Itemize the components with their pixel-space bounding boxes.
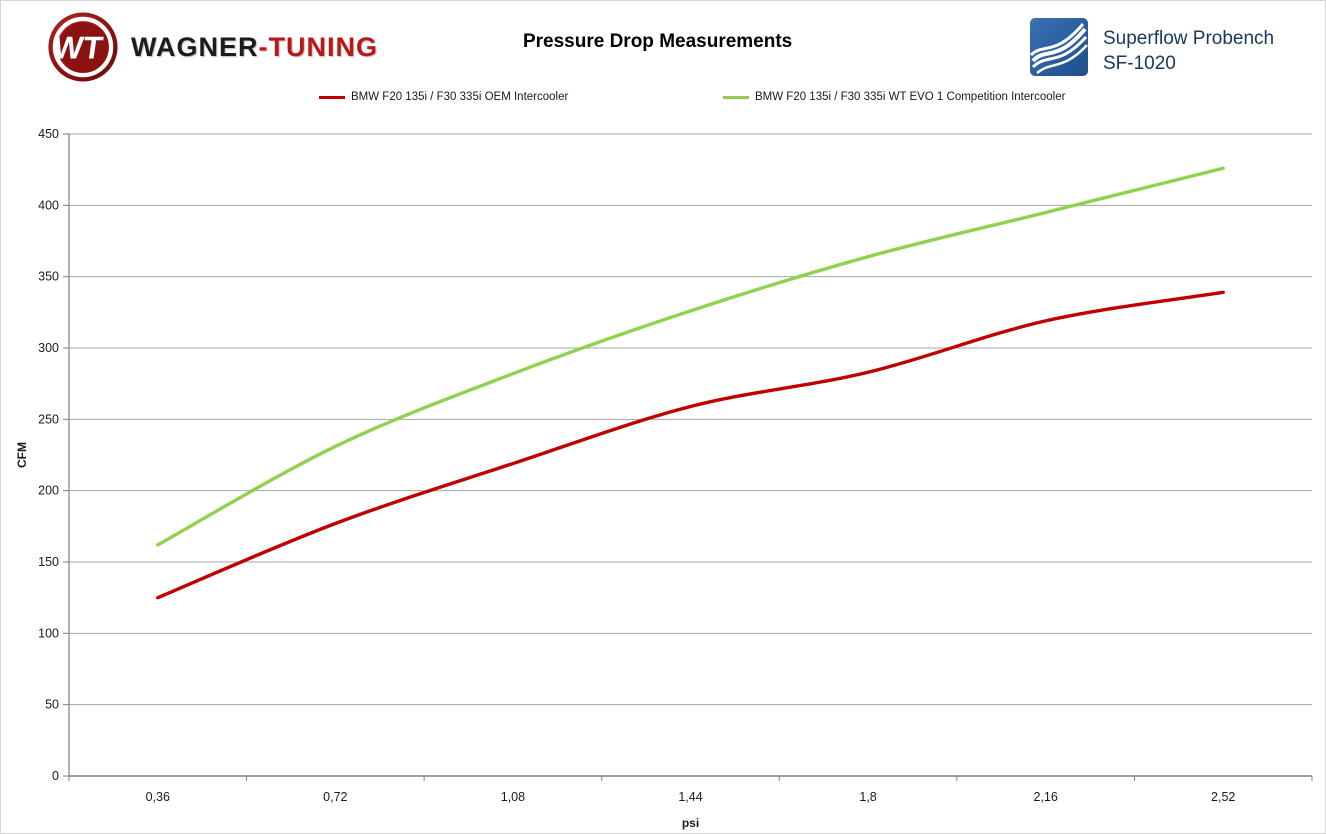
legend-swatch-oem bbox=[319, 95, 345, 99]
x-tick-label: 1,44 bbox=[678, 790, 702, 804]
y-tick-label: 350 bbox=[38, 270, 59, 284]
page-title: Pressure Drop Measurements bbox=[522, 31, 793, 52]
y-tick-label: 0 bbox=[52, 769, 59, 783]
x-tick-label: 1,08 bbox=[501, 790, 525, 804]
superflow-logo-block: Superflow Probench SF-1020 bbox=[1029, 17, 1274, 77]
wagner-tuning-wordmark: WAGNER-TUNING bbox=[131, 32, 378, 63]
x-axis-title: psi bbox=[682, 816, 699, 830]
superflow-line1: Superflow Probench bbox=[1103, 28, 1275, 49]
wordmark-wagner: WAGNER bbox=[131, 31, 259, 62]
wagner-tuning-badge-icon: WT bbox=[48, 12, 118, 82]
y-tick-label: 100 bbox=[38, 626, 59, 640]
y-tick-label: 450 bbox=[38, 127, 59, 141]
superflow-icon bbox=[1029, 18, 1088, 76]
wagner-tuning-logo: WT WAGNER-TUNING bbox=[47, 11, 378, 83]
y-tick-label: 50 bbox=[45, 698, 59, 712]
x-tick-label: 0,36 bbox=[146, 790, 170, 804]
series-line-0 bbox=[156, 290, 1225, 600]
superflow-line2: SF-1020 bbox=[1103, 53, 1176, 74]
x-tick-label: 2,16 bbox=[1033, 790, 1057, 804]
legend-label-oem: BMW F20 135i / F30 335i OEM Intercooler bbox=[351, 91, 569, 103]
legend-label-evo: BMW F20 135i / F30 335i WT EVO 1 Competi… bbox=[755, 91, 1066, 103]
legend-entry-evo: BMW F20 135i / F30 335i WT EVO 1 Competi… bbox=[723, 91, 1065, 103]
y-tick-label: 400 bbox=[38, 198, 59, 212]
x-tick-label: 1,8 bbox=[859, 790, 876, 804]
x-tick-label: 2,52 bbox=[1211, 790, 1235, 804]
legend-swatch-evo bbox=[723, 95, 749, 99]
y-tick-label: 300 bbox=[38, 341, 59, 355]
superflow-text: Superflow Probench SF-1020 bbox=[1103, 17, 1274, 76]
x-tick-label: 0,72 bbox=[323, 790, 347, 804]
wt-monogram: WT bbox=[51, 30, 106, 66]
legend-entry-oem: BMW F20 135i / F30 335i OEM Intercooler bbox=[319, 91, 568, 103]
series-line-1 bbox=[156, 166, 1225, 547]
wordmark-tuning: -TUNING bbox=[258, 31, 378, 62]
y-axis-title: CFM bbox=[15, 442, 29, 468]
y-tick-label: 250 bbox=[38, 412, 59, 426]
y-tick-label: 200 bbox=[38, 484, 59, 498]
y-tick-label: 150 bbox=[38, 555, 59, 569]
